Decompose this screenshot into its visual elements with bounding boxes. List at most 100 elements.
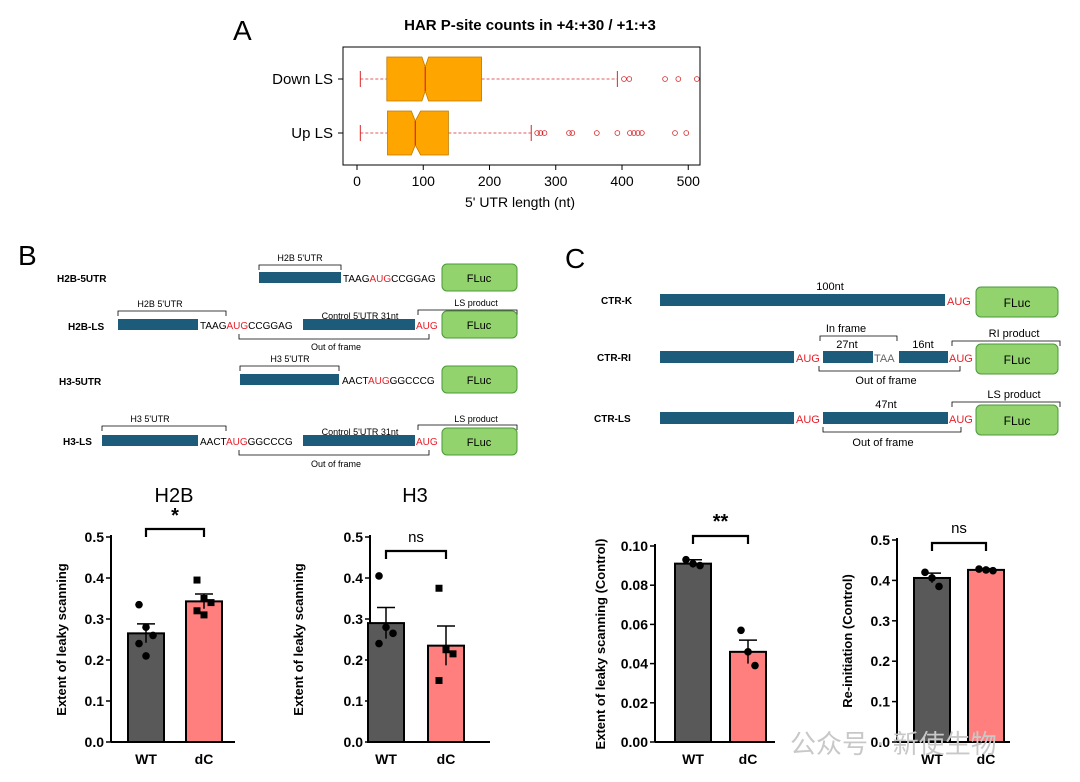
bar-wt: [913, 576, 951, 744]
data-point: [737, 626, 745, 635]
y-tick-label: 0.5: [85, 529, 105, 545]
utr-bracket: [117, 310, 227, 316]
data-point: [696, 561, 704, 570]
bar-wt: [127, 632, 165, 743]
reporter-label: FLuc: [1004, 414, 1031, 428]
control-utr-label: Control 5'UTR 31nt: [322, 427, 399, 437]
x-category-label: dC: [977, 751, 996, 767]
outlier-point: [631, 130, 637, 136]
data-point: [921, 568, 929, 577]
outlier-point: [672, 130, 678, 136]
construct-h3-5utr: H3-5UTR H3 5'UTR AACTAUGGGCCCG FLuc: [59, 354, 518, 394]
panel-letter-b: B: [18, 240, 37, 271]
reporter-label: FLuc: [467, 273, 492, 285]
panel-a-boxplot: HAR P-site counts in +4:+30 / +1:+3 0 100…: [272, 17, 701, 210]
h3-utr-bar: [102, 435, 198, 446]
y-axis-label: Extent of leaky scanning: [291, 563, 306, 715]
aug-label: AUG: [416, 321, 438, 332]
y-axis-label: Extent of leaky scanning: [54, 563, 69, 715]
sequence-label: TAAGAUGCCGGAG: [343, 274, 436, 285]
x-category-label: WT: [135, 751, 157, 767]
ctr-ri-bar-2: [823, 351, 873, 363]
significance-label: ns: [408, 529, 424, 546]
outlier-point: [594, 130, 600, 136]
significance-bracket: [930, 541, 988, 551]
y-tick-label: 0.1: [871, 694, 891, 710]
ctr-ls-bar-1: [660, 412, 794, 424]
reporter-label: FLuc: [467, 320, 492, 332]
control-utr-bar: [303, 319, 415, 330]
bar-chart-3: 0.00 0.02 0.04 0.06 0.08 0.10 Extent of leaky …: [593, 511, 775, 767]
outlier-point: [614, 130, 621, 136]
panel-letter-c: C: [565, 243, 585, 274]
ctr-ri-bar-1: [660, 351, 794, 363]
y-tick-label: 0.0: [344, 734, 364, 750]
y-axis-label: Extent of leaky scanning (Control): [593, 539, 608, 750]
utr-label: H3 5'UTR: [130, 414, 170, 424]
bar-dc: [185, 600, 223, 743]
reporter-label: FLuc: [467, 437, 492, 449]
data-point: [142, 623, 150, 631]
data-point: [435, 677, 443, 684]
panel-a-title: HAR P-site counts in +4:+30 / +1:+3: [404, 17, 656, 34]
y-category-label: Down LS: [272, 71, 333, 88]
data-point: [682, 555, 690, 564]
construct-name: H2B-LS: [68, 322, 104, 333]
fluc-box: [441, 310, 518, 339]
h3-utr-bar: [240, 374, 339, 385]
x-tick-label: 100: [412, 173, 436, 189]
panel-c-construct-diagrams: CTR-K 100nt AUG FLuc CTR-RI AUG In frame…: [594, 281, 1061, 449]
data-point: [751, 661, 759, 670]
significance-bracket: [144, 527, 206, 537]
data-point: [975, 565, 983, 573]
bar-wt: [367, 622, 405, 743]
outlier-point: [675, 76, 682, 82]
chart-title: H2B: [155, 485, 194, 507]
ctr-ls-bar-2: [823, 412, 948, 424]
construct-h2b-ls: H2B-LS H2B 5'UTR TAAGAUGCCGGAG Control 5…: [68, 298, 518, 352]
data-point: [193, 607, 201, 615]
outlier-point: [639, 130, 645, 136]
x-tick-label: 500: [677, 173, 701, 189]
outlier-point: [626, 76, 633, 82]
aug-label-1: AUG: [796, 353, 820, 365]
x-tick-label: 200: [478, 173, 502, 189]
product-label: LS product: [987, 389, 1040, 401]
inframe-label: In frame: [826, 323, 866, 335]
bar-dc: [729, 650, 767, 744]
aug-label-2: AUG: [949, 353, 973, 365]
ctr-k-bar: [660, 294, 945, 306]
y-tick-label: 0.2: [344, 652, 364, 668]
utr-bracket: [101, 425, 227, 431]
product-label: RI product: [989, 328, 1040, 340]
ctr-ri-bar-3: [899, 351, 948, 363]
significance-label: ns: [951, 520, 967, 537]
length-label: 100nt: [816, 281, 844, 293]
y-tick-label: 0.4: [85, 570, 105, 586]
seg2-label: 16nt: [912, 339, 933, 351]
bar-wt: [674, 562, 712, 744]
bar-dc: [967, 568, 1005, 743]
y-tick-label: 0.3: [344, 611, 364, 627]
utr-label: H2B 5'UTR: [137, 299, 183, 309]
watermark-text: 公众号 · 新使生物: [790, 730, 997, 760]
significance-label: *: [171, 505, 179, 527]
y-tick-label: 0.06: [621, 616, 648, 632]
construct-h2b-5utr: H2B-5UTR H2B 5'UTR TAAGAUGCCGGAG FLuc: [57, 253, 518, 292]
utr-bracket: [258, 264, 342, 270]
outlier-point: [541, 130, 548, 136]
data-point: [442, 646, 450, 654]
y-tick-label: 0.1: [344, 693, 364, 709]
utr-bracket: [239, 365, 340, 371]
construct-name: H3-LS: [63, 437, 92, 448]
y-tick-label: 0.5: [344, 529, 364, 545]
data-point: [389, 629, 397, 638]
x-category-label: WT: [921, 751, 943, 767]
data-point: [149, 631, 157, 640]
construct-ctr-ls: CTR-LS AUG 47nt AUG LS product FLuc Out …: [594, 389, 1061, 449]
notched-box: [387, 110, 449, 156]
fluc-box: [441, 365, 518, 394]
construct-ctr-ri: CTR-RI AUG In frame 27nt TAA 16nt AUG RI…: [597, 323, 1061, 387]
outlier-point: [627, 130, 633, 136]
panel-a-xlabel: 5' UTR length (nt): [465, 194, 575, 210]
